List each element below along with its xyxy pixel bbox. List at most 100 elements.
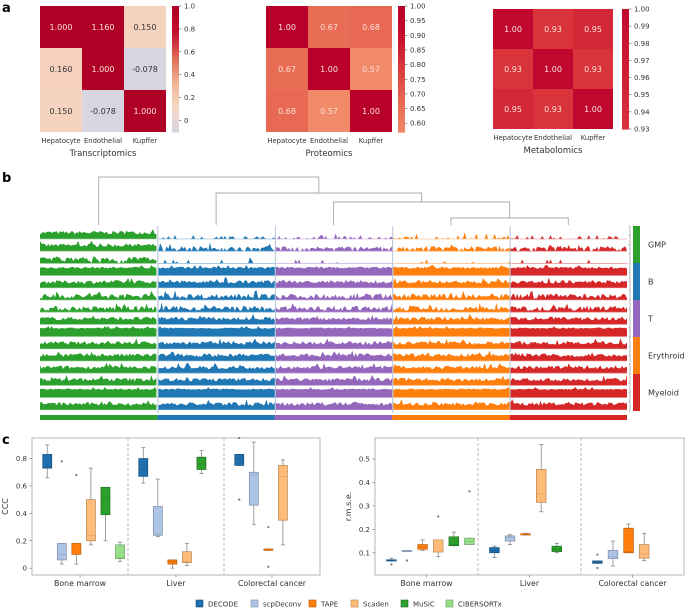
coverage-track	[158, 362, 275, 373]
coverage-track	[40, 351, 157, 361]
heatmap-cell-value: 0.160	[50, 65, 73, 74]
colorbar-segment	[172, 53, 179, 57]
outlier-point	[60, 460, 63, 463]
outlier-point	[596, 566, 599, 570]
colorbar-segment	[172, 6, 179, 10]
panel-label-c: c	[2, 433, 10, 448]
colorbar-segment	[398, 65, 405, 70]
heatmap-cell-value: 1.160	[92, 23, 115, 32]
coverage-track	[393, 338, 510, 349]
colorbar-segment	[172, 12, 179, 17]
colorbar-segment	[622, 54, 629, 58]
colorbar-segment	[398, 128, 405, 133]
coverage-track	[158, 313, 275, 325]
colorbar-segment	[398, 106, 405, 111]
coverage-track	[40, 387, 157, 398]
colorbar-segment	[622, 9, 629, 13]
legend-label: B	[648, 278, 654, 287]
coverage-track	[510, 352, 627, 361]
coverage-track	[40, 290, 157, 300]
heatmap-cell-value: 0.67	[278, 65, 296, 74]
colorbar-segment	[398, 91, 405, 95]
outlier-point	[238, 498, 241, 501]
coverage-track	[275, 374, 393, 386]
heatmap-x-tick-label: Hepatocyte	[493, 134, 532, 142]
colorbar-segment	[172, 119, 179, 124]
x-tick-label: Colorectal cancer	[598, 579, 667, 588]
heatmap-title: Transcriptomics	[69, 149, 137, 159]
coverage-track	[510, 363, 627, 373]
colorbar-segment	[398, 53, 405, 57]
heatmap-cell	[573, 49, 613, 89]
colorbar-segment	[398, 75, 405, 80]
coverage-track	[275, 293, 393, 300]
legend-swatch-t	[633, 300, 640, 337]
boxplots-panel: 0 0.2 0.4 0.6 0.8 CCC Bone marrow Liver Colorect…	[1, 436, 685, 588]
colorbar-segment	[622, 18, 629, 22]
legend-label: Erythroid	[648, 352, 685, 361]
heatmap-cell-value: 1.000	[92, 65, 115, 74]
colorbar-segment	[398, 31, 405, 35]
colorbar-segment	[622, 93, 629, 97]
box-scpdeconv	[401, 550, 413, 562]
box-iqr	[234, 454, 245, 466]
colorbar-segment	[398, 109, 405, 114]
track-column-t	[274, 226, 393, 420]
colorbar-segment	[398, 34, 405, 39]
colorbar-segment	[172, 46, 179, 51]
colorbar-segment	[622, 117, 629, 121]
box-decode	[489, 545, 500, 558]
group-bar	[392, 415, 510, 420]
coverage-track	[275, 326, 393, 337]
coverage-track	[510, 234, 627, 239]
colorbar-tick-label: 0.8	[184, 25, 195, 33]
box-music	[551, 542, 562, 554]
heatmap-cell	[82, 90, 124, 132]
heatmap-cell-value: 1.00	[504, 25, 522, 34]
heatmap-cell	[82, 48, 124, 90]
heatmap-cell-value: 0.68	[278, 107, 296, 116]
coverage-track	[510, 374, 627, 386]
y-tick-label: 0.2	[16, 537, 27, 545]
legend-label: T	[647, 315, 653, 324]
colorbar-segment	[398, 72, 405, 76]
coverage-track	[510, 338, 627, 349]
heatmap-cell-value: 0.93	[544, 105, 562, 114]
colorbar-segment	[172, 43, 179, 48]
outlier-point	[75, 473, 78, 477]
box-music	[448, 531, 459, 547]
colorbar-segment	[398, 116, 405, 120]
coverage-track	[275, 314, 393, 325]
colorbar-segment	[398, 37, 405, 42]
legend-item-scaden: Scaden	[350, 599, 389, 609]
colorbar-tick-label: 1.0	[184, 3, 195, 11]
box-iqr	[639, 544, 650, 559]
colorbar-segment	[172, 31, 179, 35]
box-iqr	[623, 527, 634, 554]
coverage-track	[40, 229, 157, 239]
colorbar-segment	[622, 111, 629, 115]
box-iqr	[152, 506, 163, 536]
coverage-track	[510, 277, 627, 288]
heatmap-cell	[350, 48, 392, 90]
colorbar-tick-label: 0.99	[634, 23, 650, 31]
colorbar-segment	[398, 18, 405, 23]
colorbar-tick-label: 0.80	[410, 61, 426, 69]
colorbar-segment	[398, 69, 405, 73]
box-scaden	[182, 543, 192, 566]
coverage-track	[393, 303, 510, 312]
colorbar-segment	[398, 84, 405, 89]
colorbar-segment	[622, 15, 629, 19]
colorbar-segment	[622, 126, 629, 130]
heatmap-cell	[266, 48, 308, 90]
colorbar-segment	[622, 78, 629, 82]
coverage-track	[275, 280, 393, 288]
y-tick-label: 0.4	[16, 510, 28, 518]
coverage-track	[40, 400, 157, 410]
heatmap-cell	[350, 6, 392, 48]
box-tape	[263, 525, 274, 568]
heatmap-title: Metabolomics	[523, 146, 583, 156]
colorbar-segment	[622, 81, 629, 85]
colorbar-tick-label: 0.6	[184, 48, 196, 56]
coverage-track	[40, 277, 157, 288]
